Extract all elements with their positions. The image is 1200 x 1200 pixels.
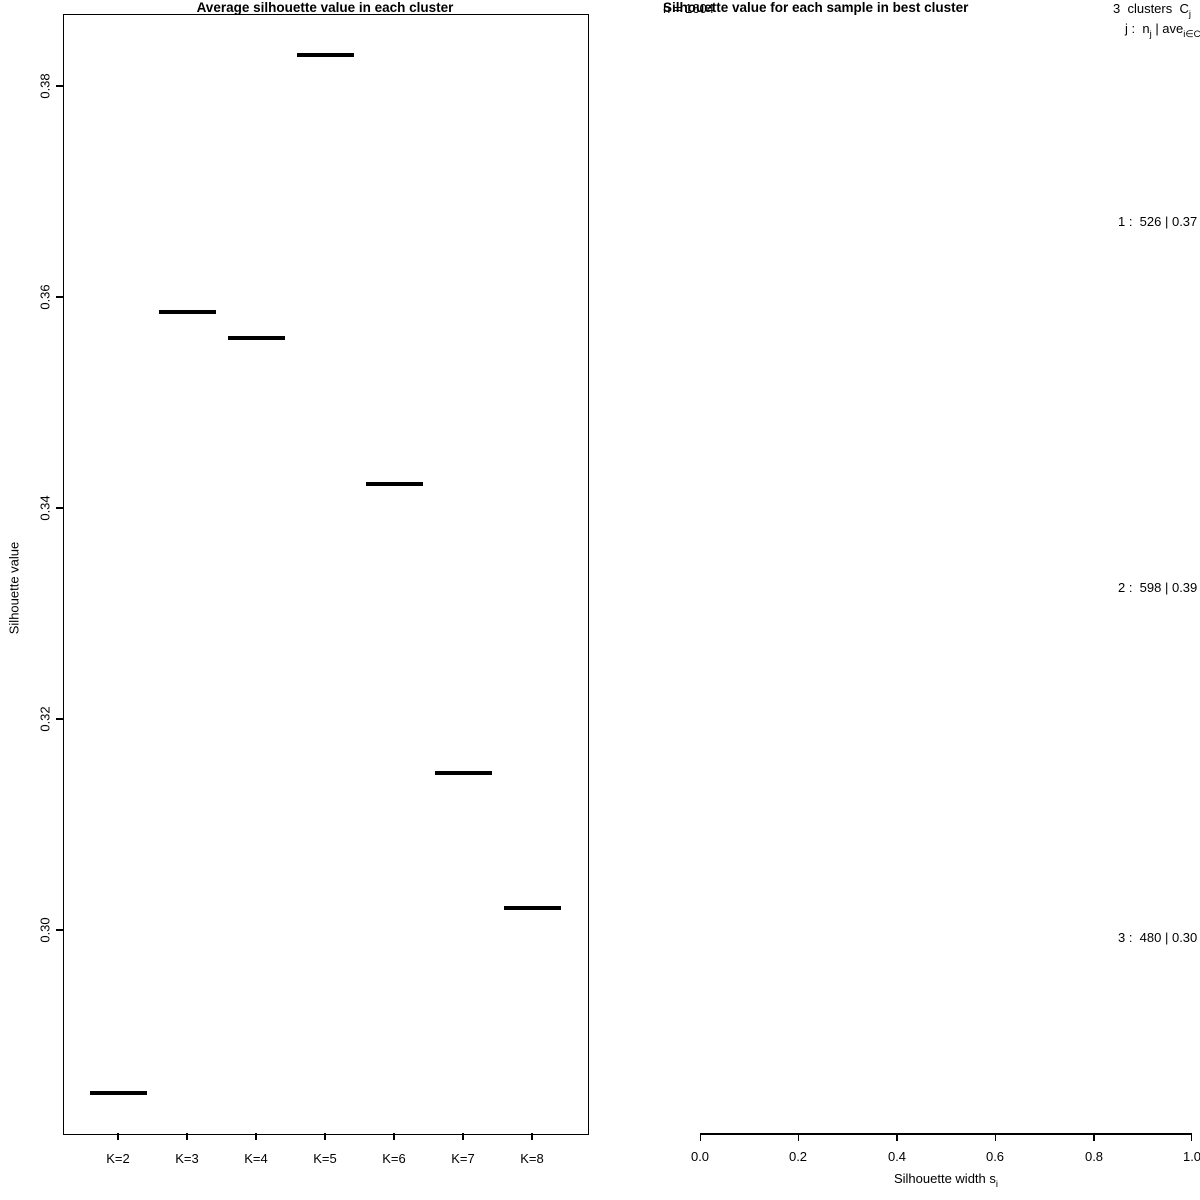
clusters-count-subscript: j bbox=[1188, 8, 1191, 20]
cluster-row-1: 1 : 526 | 0.37 bbox=[1118, 214, 1198, 229]
x-axis-title: Silhouette width si bbox=[893, 1171, 998, 1189]
x-tick-mark bbox=[117, 1133, 119, 1140]
data-segment-k2 bbox=[90, 1091, 147, 1095]
y-tick-mark bbox=[56, 85, 63, 87]
x-tick-label: K=4 bbox=[244, 1151, 268, 1166]
x-tick-mark bbox=[186, 1133, 188, 1140]
y-tick-label: 0.30 bbox=[37, 917, 53, 943]
x-tick-mark bbox=[797, 1134, 799, 1141]
x-axis-line bbox=[700, 1133, 1192, 1135]
x-tick-mark bbox=[699, 1134, 701, 1141]
data-segment-k6 bbox=[366, 482, 423, 486]
x-tick-label: 0.0 bbox=[690, 1149, 710, 1164]
x-tick-label: 0.6 bbox=[985, 1149, 1005, 1164]
x-tick-mark bbox=[1190, 1134, 1192, 1141]
y-tick-label: 0.36 bbox=[37, 284, 53, 310]
data-segment-k7 bbox=[435, 771, 492, 775]
left-panel-title: Average silhouette value in each cluster bbox=[196, 0, 454, 15]
x-tick-mark bbox=[1093, 1134, 1095, 1141]
left-panel-y-axis-label: Silhouette value bbox=[6, 541, 22, 635]
formula-part: j : n bbox=[1125, 21, 1150, 36]
right-panel-title: Silhouette value for each sample in best… bbox=[663, 0, 969, 15]
x-tick-label: K=2 bbox=[106, 1151, 130, 1166]
x-tick-label: K=7 bbox=[451, 1151, 475, 1166]
x-tick-mark bbox=[531, 1133, 533, 1140]
x-tick-label: 0.2 bbox=[788, 1149, 808, 1164]
clusters-count-label: 3 clusters Cj bbox=[1113, 1, 1191, 19]
y-tick-label: 0.38 bbox=[37, 73, 53, 99]
x-tick-label: K=6 bbox=[382, 1151, 406, 1166]
x-tick-label: K=5 bbox=[313, 1151, 337, 1166]
x-tick-mark bbox=[896, 1134, 898, 1141]
y-tick-label: 0.34 bbox=[37, 495, 53, 521]
y-tick-mark bbox=[56, 718, 63, 720]
x-tick-mark bbox=[462, 1133, 464, 1140]
data-segment-k5 bbox=[297, 53, 354, 57]
formula-subscript: j bbox=[1149, 28, 1152, 40]
y-tick-mark bbox=[56, 507, 63, 509]
data-segment-k3 bbox=[159, 310, 216, 314]
left-panel-plot-box bbox=[63, 14, 589, 1135]
x-tick-label: 0.4 bbox=[887, 1149, 907, 1164]
n-samples-label: n = 1604 bbox=[663, 1, 714, 16]
cluster-row-2: 2 : 598 | 0.39 bbox=[1118, 580, 1198, 595]
data-segment-k8 bbox=[504, 906, 561, 910]
y-tick-mark bbox=[56, 296, 63, 298]
x-tick-label: 0.8 bbox=[1084, 1149, 1104, 1164]
x-tick-mark bbox=[255, 1133, 257, 1140]
cluster-row-3: 3 : 480 | 0.30 bbox=[1118, 930, 1198, 945]
y-tick-mark bbox=[56, 929, 63, 931]
x-axis-title-text: Silhouette width s bbox=[893, 1171, 996, 1186]
x-tick-label: 1.0 bbox=[1182, 1149, 1200, 1164]
x-tick-mark bbox=[393, 1133, 395, 1140]
formula-part: | ave bbox=[1151, 21, 1184, 36]
cluster-formula-label: j : nj | avei∈Cj si bbox=[1125, 21, 1200, 39]
x-axis-title-subscript: i bbox=[995, 1178, 999, 1190]
x-tick-label: K=3 bbox=[175, 1151, 199, 1166]
formula-subscript: i∈Cj bbox=[1183, 28, 1200, 40]
clusters-count-text: 3 clusters C bbox=[1113, 1, 1189, 16]
x-tick-mark bbox=[994, 1134, 996, 1141]
x-tick-label: K=8 bbox=[520, 1151, 544, 1166]
y-tick-label: 0.32 bbox=[37, 706, 53, 732]
data-segment-k4 bbox=[228, 336, 285, 340]
x-tick-mark bbox=[324, 1133, 326, 1140]
